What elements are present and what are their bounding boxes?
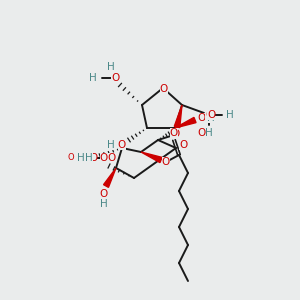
Text: O: O — [197, 128, 205, 138]
Text: H: H — [78, 153, 86, 163]
Polygon shape — [103, 168, 116, 188]
Text: O: O — [205, 110, 213, 120]
Text: O: O — [162, 157, 170, 167]
Text: O: O — [170, 128, 178, 138]
Text: O: O — [160, 84, 168, 94]
Text: O: O — [118, 140, 126, 150]
Text: H: H — [107, 140, 115, 150]
Text: H: H — [207, 113, 215, 123]
Text: H: H — [85, 153, 93, 163]
Text: H: H — [77, 153, 85, 163]
Polygon shape — [141, 152, 162, 163]
Text: O: O — [100, 189, 108, 199]
Text: O: O — [179, 140, 187, 150]
Text: O: O — [89, 153, 97, 163]
Text: H: H — [205, 128, 213, 138]
Text: O: O — [172, 129, 180, 139]
Text: O: O — [111, 73, 119, 83]
Text: H: H — [226, 110, 234, 120]
Text: O: O — [197, 113, 205, 123]
Text: H: H — [100, 199, 108, 209]
Text: O: O — [207, 110, 215, 120]
Text: H: H — [89, 73, 97, 83]
Polygon shape — [174, 105, 182, 128]
Text: O: O — [100, 153, 108, 163]
Polygon shape — [175, 117, 196, 128]
Text: O: O — [68, 154, 74, 163]
Text: O: O — [108, 153, 116, 163]
Text: H: H — [107, 62, 115, 72]
